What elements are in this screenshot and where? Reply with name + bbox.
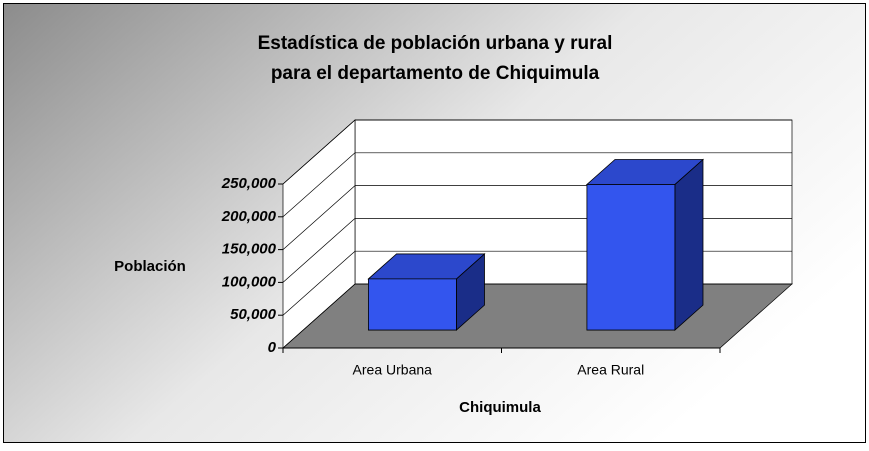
x-axis-label: Chiquimula: [459, 399, 541, 416]
bar: [368, 278, 457, 331]
grid-line: [282, 152, 356, 218]
chart-title: para el departamento de Chiquimula: [271, 63, 600, 84]
grid-line: [282, 250, 356, 316]
grid-line: [282, 283, 356, 349]
y-tick-label: 0: [268, 339, 277, 356]
y-tick-label: 100,000: [222, 273, 277, 290]
chart-title: Estadística de población urbana y rural: [258, 33, 613, 54]
grid-line: [282, 218, 356, 283]
y-axis-label: Población: [114, 258, 186, 275]
bar-side: [674, 158, 704, 331]
y-tick-label: 200,000: [221, 208, 277, 225]
grid-line: [282, 185, 356, 250]
x-tick-label: Area Rural: [577, 362, 644, 378]
x-tick-label: Area Urbana: [353, 362, 433, 378]
y-tick-label: 150,000: [222, 241, 277, 258]
y-tick-label: 250,000: [221, 175, 277, 192]
y-tick-label: 50,000: [230, 306, 277, 323]
floor: [282, 283, 793, 349]
bar: [586, 184, 676, 331]
grid-line: [282, 119, 356, 185]
